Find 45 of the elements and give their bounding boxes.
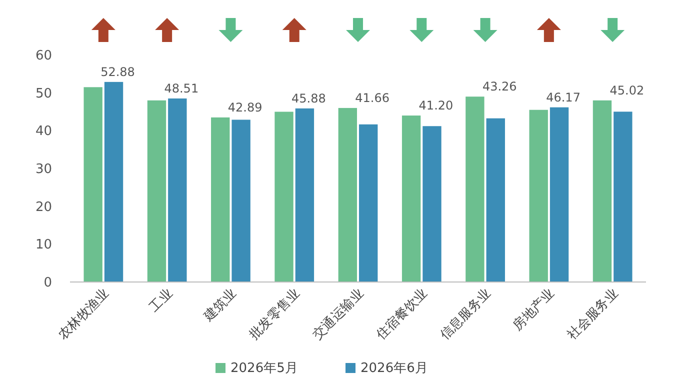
y-tick-label: 30 [35, 162, 52, 178]
bar [359, 124, 378, 282]
bar [168, 98, 187, 282]
data-label: 43.26 [482, 80, 517, 94]
bar [274, 112, 294, 282]
x-tick-label: 社会服务业 [564, 286, 622, 343]
data-label: 42.89 [228, 100, 262, 114]
data-label: 41.66 [355, 90, 390, 105]
x-tick-label: 信息服务业 [438, 286, 494, 343]
x-tick-label: 交通运输业 [310, 286, 367, 343]
bar [295, 108, 314, 282]
x-tick-label: 住宿餐饮业 [372, 286, 430, 344]
bar [466, 96, 484, 282]
legend-label: 2026年5月 [230, 361, 298, 376]
bar [104, 82, 124, 282]
bar [338, 108, 357, 282]
bar [84, 87, 102, 282]
y-tick-label: 50 [35, 86, 52, 102]
x-tick-label: 农林牧渔业 [56, 286, 112, 343]
data-label: 45.88 [292, 91, 326, 106]
data-label: 46.17 [546, 90, 580, 104]
bar [592, 100, 612, 282]
legend-label: 2026年6月 [360, 361, 428, 376]
bar [529, 110, 548, 282]
x-tick-label: 建筑业 [200, 286, 240, 326]
bar [147, 100, 166, 282]
data-label: 52.88 [100, 64, 135, 79]
data-label: 45.02 [610, 83, 644, 98]
bar [402, 116, 421, 282]
y-tick-label: 0 [44, 276, 52, 291]
data-label: 48.51 [164, 81, 199, 96]
bar [486, 118, 505, 282]
y-tick-label: 20 [35, 200, 52, 215]
y-tick-label: 40 [35, 124, 52, 140]
x-tick-label: 工业 [146, 286, 176, 316]
bar [550, 107, 569, 282]
data-label: 41.20 [418, 98, 454, 113]
bar [211, 117, 230, 282]
bar [422, 126, 442, 282]
x-tick-label: 房地产业 [510, 286, 558, 334]
x-tick-label: 批发零售业 [246, 286, 304, 343]
bar [232, 120, 250, 282]
y-tick-label: 10 [35, 238, 52, 253]
bar [614, 112, 632, 282]
y-tick-label: 60 [35, 48, 52, 64]
